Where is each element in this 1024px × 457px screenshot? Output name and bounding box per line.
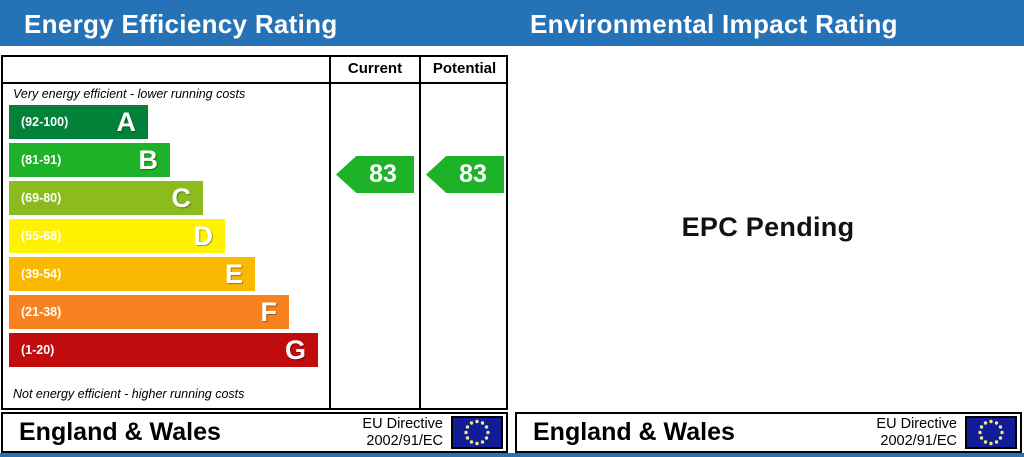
band-e-letter: E [224, 259, 243, 289]
rating-band-a: (92-100) A [9, 105, 148, 139]
band-b-letter: B [138, 145, 159, 175]
eu-flag-icon [965, 416, 1017, 449]
bottom-border-strip [0, 453, 1024, 457]
current-rating-arrow: 83 [336, 156, 414, 193]
eu-flag-icon [451, 416, 503, 449]
band-a-letter: A [116, 107, 137, 137]
region-label: England & Wales [19, 418, 221, 446]
rating-band-b: (81-91) B [9, 143, 170, 177]
footer-right: England & Wales EU Directive 2002/91/EC [515, 412, 1022, 453]
header-row-divider [3, 82, 506, 84]
band-d-range: (55-68) [21, 229, 62, 243]
rating-band-g: (1-20) G [9, 333, 318, 367]
eu-directive-line2: 2002/91/EC [880, 432, 957, 449]
eu-directive-line2: 2002/91/EC [366, 432, 443, 449]
region-label: England & Wales [533, 418, 735, 446]
bottom-note: Not energy efficient - higher running co… [13, 387, 245, 401]
energy-efficiency-chart: Current Potential Very energy efficient … [1, 55, 508, 410]
rating-band-e: (39-54) E [9, 257, 255, 291]
band-c-letter: C [171, 183, 192, 213]
column-divider-current [329, 57, 331, 408]
band-d-letter: D [193, 221, 214, 251]
band-b-range: (81-91) [21, 153, 62, 167]
environmental-impact-title: Environmental Impact Rating [530, 9, 898, 39]
top-note: Very energy efficient - lower running co… [13, 87, 246, 101]
column-divider-potential [419, 57, 421, 408]
rating-band-f: (21-38) F [9, 295, 289, 329]
potential-rating-arrow: 83 [426, 156, 504, 193]
eu-directive-label: EU Directive 2002/91/EC [362, 416, 451, 450]
band-f-range: (21-38) [21, 305, 62, 319]
current-column-header: Current [347, 60, 403, 77]
potential-column-header: Potential [432, 60, 497, 77]
eu-directive-line1: EU Directive [876, 415, 957, 432]
band-g-letter: G [284, 335, 306, 365]
band-a-range: (92-100) [21, 115, 69, 129]
band-e-range: (39-54) [21, 267, 62, 281]
energy-efficiency-title: Energy Efficiency Rating [24, 9, 338, 39]
eu-directive-line1: EU Directive [362, 415, 443, 432]
header-bar: Energy Efficiency Rating Environmental I… [0, 0, 1024, 46]
band-f-letter: F [260, 297, 278, 327]
band-g-range: (1-20) [21, 343, 55, 357]
epc-pending-status: EPC Pending [681, 212, 855, 242]
eu-directive-label: EU Directive 2002/91/EC [876, 416, 965, 450]
rating-band-d: (55-68) D [9, 219, 225, 253]
footer-left: England & Wales EU Directive 2002/91/EC [1, 412, 508, 453]
rating-band-c: (69-80) C [9, 181, 203, 215]
band-c-range: (69-80) [21, 191, 62, 205]
